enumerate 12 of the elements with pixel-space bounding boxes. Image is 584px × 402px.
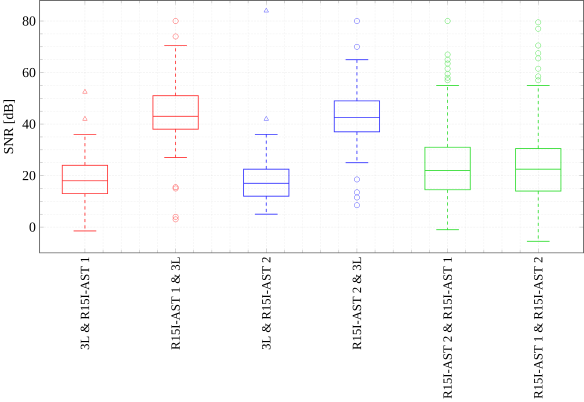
x-tick-label: 3L & R15I-AST 1 bbox=[80, 257, 90, 350]
y-tick-label: 60 bbox=[22, 68, 36, 78]
x-tick-label: R15I-AST 2 & R15I-AST 1 bbox=[443, 257, 452, 398]
y-tick-label: 40 bbox=[22, 119, 36, 129]
y-tick-label: 0 bbox=[30, 222, 36, 232]
x-tick-label: 3L & R15I-AST 2 bbox=[262, 257, 271, 350]
y-axis-title: SNR [dB] bbox=[4, 100, 15, 154]
x-tick-label: R15I-AST 1 & 3L bbox=[171, 257, 180, 350]
y-tick-label: 20 bbox=[22, 170, 36, 180]
y-tick-label: 80 bbox=[22, 16, 36, 26]
x-tick-label: R15I-AST 1 & R15I-AST 2 bbox=[534, 257, 543, 398]
x-tick-label: R15I-AST 2 & 3L bbox=[352, 257, 362, 350]
